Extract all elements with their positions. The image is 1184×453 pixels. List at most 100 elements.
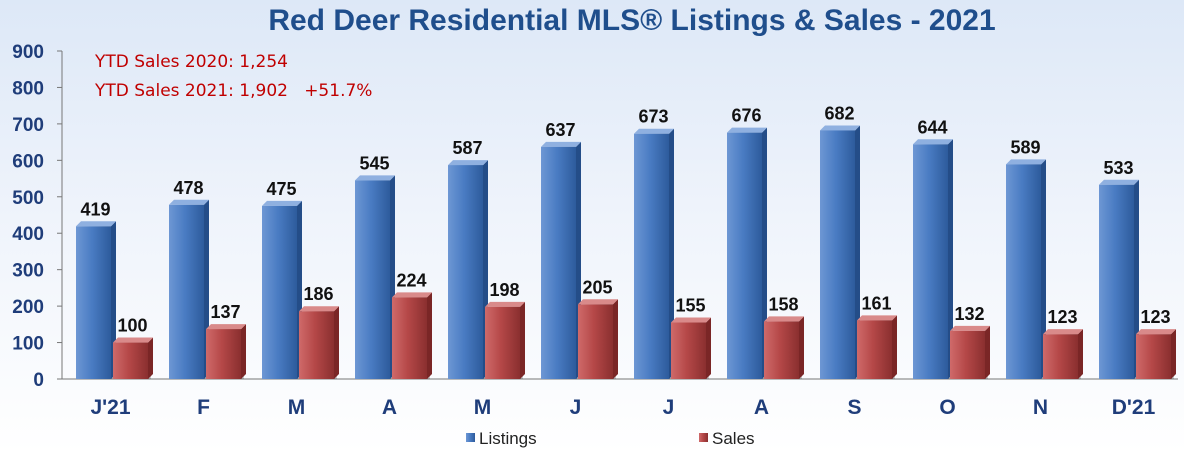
sales-bar <box>671 322 706 379</box>
sales-bar-top <box>857 315 897 321</box>
listings-bar-top <box>634 128 674 134</box>
listings-bar-top <box>913 139 953 145</box>
listings-bar <box>820 130 855 379</box>
sales-bar-side <box>334 306 339 379</box>
listings-data-label: 676 <box>731 106 761 126</box>
legend-swatch-sales <box>699 433 708 442</box>
listings-data-label: 682 <box>824 103 854 123</box>
x-tick-label: M <box>474 396 492 419</box>
sales-data-label: 137 <box>210 302 240 322</box>
sales-bar <box>485 306 520 379</box>
listings-bar-side <box>669 128 674 379</box>
y-tick-label: 0 <box>33 370 44 391</box>
x-tick-label: J <box>570 396 582 419</box>
sales-bar-side <box>1171 329 1176 379</box>
y-tick-label: 100 <box>12 334 44 355</box>
listings-bar-top <box>262 200 302 206</box>
sales-bar <box>113 342 148 379</box>
listings-bar-top <box>76 221 116 227</box>
sales-data-label: 158 <box>768 294 798 314</box>
sales-bar-top <box>1043 329 1083 335</box>
sales-bar-side <box>706 317 711 379</box>
x-tick-label: S <box>847 396 861 419</box>
listings-bar <box>1099 184 1134 379</box>
sales-data-label: 205 <box>582 277 612 297</box>
listings-bar-top <box>727 127 767 133</box>
y-tick-label: 800 <box>12 78 44 99</box>
listings-bar-top <box>820 125 860 131</box>
listings-data-label: 475 <box>266 179 296 199</box>
ytd-2021-annotation: YTD Sales 2021: 1,902 +51.7% <box>94 81 372 101</box>
sales-bar-top <box>206 324 246 330</box>
chart-title: Red Deer Residential MLS® Listings & Sal… <box>268 4 995 37</box>
y-tick-label: 200 <box>12 297 44 318</box>
sales-data-label: 123 <box>1047 307 1077 327</box>
listings-bar-side <box>1134 179 1139 379</box>
listings-bar-top <box>448 160 488 166</box>
listings-bar-top <box>541 141 581 147</box>
listings-bar-side <box>855 125 860 380</box>
sales-data-label: 186 <box>303 284 333 304</box>
sales-bar-side <box>613 299 618 379</box>
sales-bar <box>857 320 892 379</box>
sales-bar-top <box>485 301 525 307</box>
listings-data-label: 419 <box>80 199 110 219</box>
sales-bar <box>1136 334 1171 379</box>
listings-bar <box>727 132 762 379</box>
sales-data-label: 100 <box>117 316 147 336</box>
sales-bar-side <box>985 325 990 379</box>
y-tick-label: 700 <box>12 115 44 136</box>
listings-bar <box>634 133 669 379</box>
x-tick-label: O <box>939 396 955 419</box>
sales-bar-top <box>950 325 990 331</box>
listings-data-label: 589 <box>1010 137 1040 157</box>
listings-bar-top <box>1006 159 1046 165</box>
listings-data-label: 673 <box>638 107 668 127</box>
sales-bar-side <box>148 337 153 379</box>
ytd-2020-annotation: YTD Sales 2020: 1,254 <box>94 52 288 72</box>
sales-data-label: 155 <box>675 296 705 316</box>
sales-bar-top <box>578 299 618 305</box>
x-tick-label: J <box>663 396 675 419</box>
sales-bar-side <box>799 316 804 379</box>
listings-bar <box>262 205 297 379</box>
y-tick-label: 900 <box>12 42 44 63</box>
x-tick-label: M <box>288 396 306 419</box>
sales-bar <box>206 329 241 379</box>
sales-bar-side <box>1078 329 1083 379</box>
y-tick-label: 300 <box>12 261 44 282</box>
listings-data-label: 545 <box>359 153 389 173</box>
listings-bar-top <box>355 175 395 181</box>
legend-label-listings: Listings <box>479 429 537 448</box>
sales-data-label: 123 <box>1140 307 1170 327</box>
listings-bar <box>448 165 483 379</box>
sales-bar-side <box>892 315 897 379</box>
listings-data-label: 637 <box>545 120 575 140</box>
sales-data-label: 132 <box>954 304 984 324</box>
y-axis-ticks: 0 100 200 300 400 500 600 700 800 900 <box>12 42 62 391</box>
listings-bar <box>169 204 204 379</box>
listings-bar-side <box>762 127 767 379</box>
listings-bar-side <box>111 221 116 379</box>
listings-bar <box>913 144 948 379</box>
x-tick-label: A <box>754 396 769 419</box>
sales-bar <box>299 311 334 379</box>
listings-bar-side <box>1041 159 1046 379</box>
sales-bar-top <box>113 337 153 343</box>
sales-data-label: 224 <box>396 270 426 290</box>
sales-bar-side <box>520 301 525 379</box>
sales-bar-top <box>1136 329 1176 335</box>
sales-bar-top <box>392 292 432 298</box>
listings-data-label: 533 <box>1103 158 1133 178</box>
x-tick-label: F <box>197 396 210 419</box>
listings-bar-top <box>1099 179 1139 185</box>
sales-data-label: 161 <box>861 293 891 313</box>
sales-bar-top <box>764 316 804 322</box>
listings-data-label: 587 <box>452 138 482 158</box>
sales-bar-top <box>299 306 339 312</box>
listings-bar <box>541 146 576 379</box>
data-labels-group: 419 100 478 137 475 186 545 224 587 198 637 205 673 1… <box>80 103 1170 335</box>
listings-bar <box>76 226 111 379</box>
sales-bar <box>392 297 427 379</box>
